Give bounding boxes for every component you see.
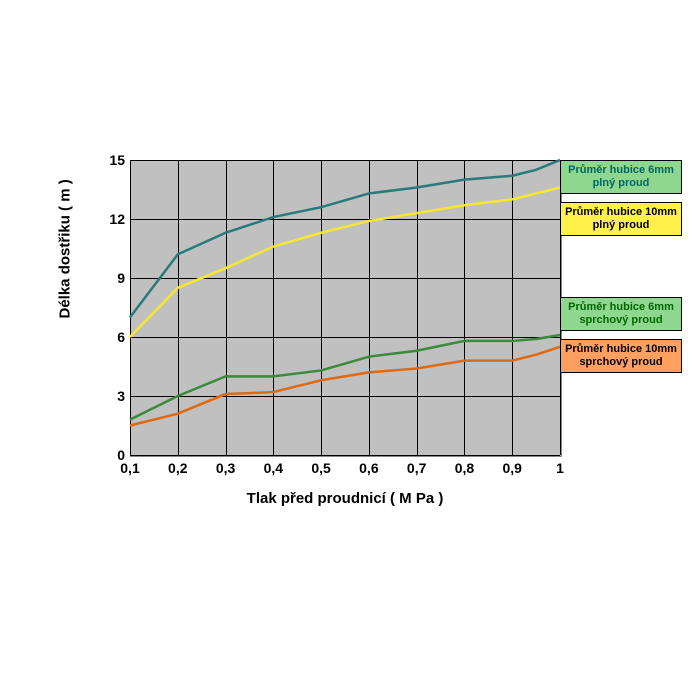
chart-lines bbox=[130, 160, 560, 455]
x-tick-label: 0,1 bbox=[115, 460, 145, 476]
x-tick-label: 0,3 bbox=[211, 460, 241, 476]
legend-label-line2: sprchový proud bbox=[565, 314, 677, 327]
chart-container: 03691215 0,10,20,30,40,50,60,70,80,91 Dé… bbox=[40, 150, 660, 550]
x-tick-label: 0,7 bbox=[402, 460, 432, 476]
x-tick-label: 0,9 bbox=[497, 460, 527, 476]
y-tick-label: 9 bbox=[95, 270, 125, 286]
x-tick-label: 0,8 bbox=[449, 460, 479, 476]
series-line-10mm-plny bbox=[130, 188, 560, 337]
y-tick-label: 15 bbox=[95, 152, 125, 168]
gridline-horizontal bbox=[130, 455, 560, 456]
legend-item-6mm-plny: Průměr hubice 6mmplný proud bbox=[560, 160, 682, 194]
x-tick-label: 0,6 bbox=[354, 460, 384, 476]
legend-item-6mm-sprch: Průměr hubice 6mmsprchový proud bbox=[560, 297, 682, 331]
series-line-10mm-sprch bbox=[130, 347, 560, 426]
y-tick-label: 6 bbox=[95, 329, 125, 345]
series-line-6mm-plny bbox=[130, 160, 560, 317]
legend-label-line1: Průměr hubice 6mm bbox=[565, 301, 677, 314]
legend-item-10mm-sprch: Průměr hubice 10mmsprchový proud bbox=[560, 339, 682, 373]
x-tick-label: 0,5 bbox=[306, 460, 336, 476]
plot-area bbox=[130, 160, 560, 455]
legend-label-line1: Průměr hubice 10mm bbox=[565, 343, 677, 356]
legend-item-10mm-plny: Průměr hubice 10mmplný proud bbox=[560, 202, 682, 236]
legend-label-line2: plný proud bbox=[565, 219, 677, 232]
legend-label-line1: Průměr hubice 10mm bbox=[565, 206, 677, 219]
y-axis-label: Délka dostřiku ( m ) bbox=[57, 179, 74, 318]
y-tick-label: 3 bbox=[95, 388, 125, 404]
legend-label-line1: Průměr hubice 6mm bbox=[565, 164, 677, 177]
x-tick-label: 0,4 bbox=[258, 460, 288, 476]
x-tick-label: 0,2 bbox=[163, 460, 193, 476]
x-axis-label: Tlak před proudnicí ( M Pa ) bbox=[130, 490, 560, 507]
y-tick-label: 12 bbox=[95, 211, 125, 227]
legend-label-line2: sprchový proud bbox=[565, 356, 677, 369]
legend-label-line2: plný proud bbox=[565, 177, 677, 190]
x-tick-label: 1 bbox=[545, 460, 575, 476]
